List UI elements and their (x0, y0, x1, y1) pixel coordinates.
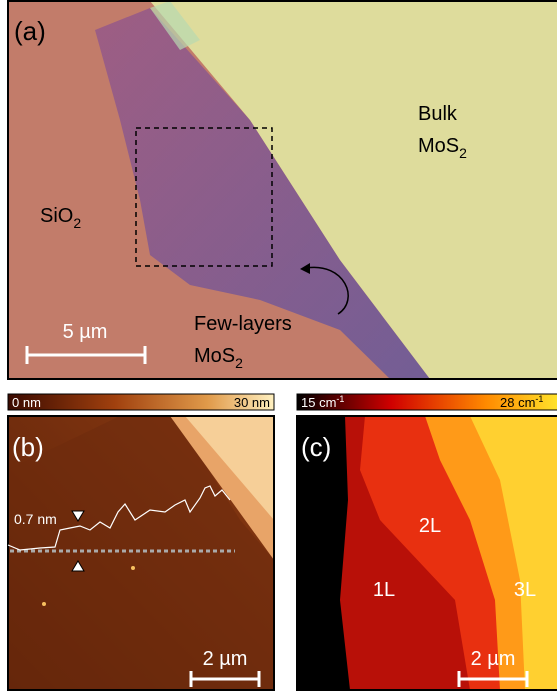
colorbar-min: 0 nm (12, 395, 41, 410)
step-label: 0.7 nm (14, 511, 57, 527)
panel-label: (a) (14, 16, 46, 46)
label: Few-layers (194, 313, 292, 335)
text: 28 cm (500, 395, 535, 410)
panel-b: 0 nm 30 nm 0.7 nm (b) 2 µm (8, 394, 274, 690)
panel-a: (a) Bulk MoS2 SiO2 Few-layers MoS2 5 µm (8, 1, 557, 379)
region-label: 1L (373, 579, 395, 601)
particle (131, 566, 135, 570)
subscript: 2 (459, 145, 467, 161)
panel-label: (b) (12, 432, 44, 462)
label: Bulk (418, 103, 458, 125)
superscript: -1 (336, 394, 344, 404)
figure: (a) Bulk MoS2 SiO2 Few-layers MoS2 5 µm … (0, 0, 557, 697)
text: 15 cm (301, 395, 336, 410)
region-label: 2L (419, 515, 441, 537)
colorbar-max: 30 nm (234, 395, 270, 410)
formula: MoS (418, 135, 459, 157)
scale-label: 2 µm (203, 648, 248, 670)
scale-label: 5 µm (63, 321, 108, 343)
superscript: -1 (535, 394, 543, 404)
region-label: 3L (514, 579, 536, 601)
scale-label: 2 µm (471, 648, 516, 670)
page: (a) Bulk MoS2 SiO2 Few-layers MoS2 5 µm … (0, 0, 557, 697)
formula: SiO (40, 205, 73, 227)
panel-c: 15 cm-1 28 cm-1 (c) 2L 1L 3L 2 µm (297, 394, 557, 690)
panel-label: (c) (301, 432, 331, 462)
formula: MoS (194, 345, 235, 367)
particle (42, 602, 46, 606)
subscript: 2 (235, 355, 243, 371)
subscript: 2 (73, 215, 81, 231)
